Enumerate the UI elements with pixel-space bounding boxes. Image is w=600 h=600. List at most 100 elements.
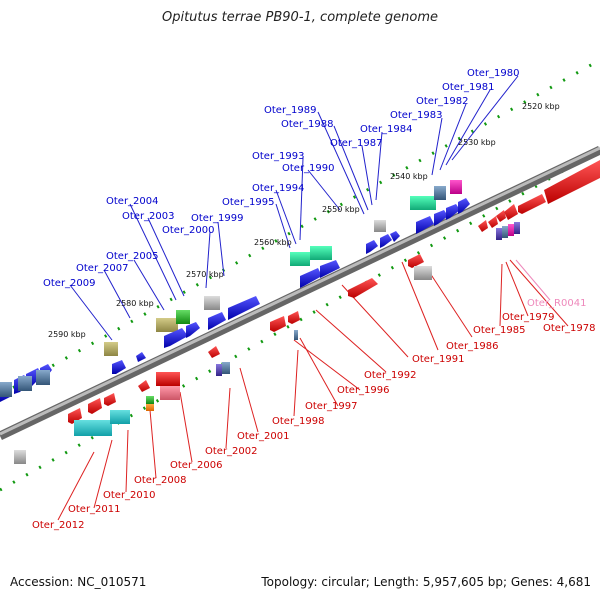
- gene-label: Oter_2009: [43, 278, 96, 289]
- rna-gene-label: Oter_R0041: [527, 298, 586, 309]
- gene-feature: [164, 328, 188, 348]
- gene-feature: [366, 240, 378, 254]
- gene-label: Oter_2008: [134, 475, 187, 486]
- gene-feature: [14, 450, 26, 464]
- gene-feature: [138, 380, 150, 392]
- scale-label: 2520 kbp: [522, 102, 560, 111]
- gene-label: Oter_1997: [305, 401, 358, 412]
- gene-label: Oter_2005: [106, 251, 159, 262]
- gene-feature: [434, 210, 448, 226]
- gene-feature: [478, 220, 488, 232]
- gene-feature: [88, 398, 102, 414]
- minus-strand-genes: [14, 160, 600, 464]
- gene-feature: [380, 234, 392, 248]
- gene-label: Oter_2011: [68, 504, 121, 515]
- gene-feature: [496, 228, 502, 240]
- gene-label: Oter_2007: [76, 263, 129, 274]
- scale-label: 2540 kbp: [390, 172, 428, 181]
- gene-label: Oter_2012: [32, 520, 85, 531]
- gene-feature: [204, 296, 220, 310]
- accession-text: Accession: NC_010571: [10, 575, 147, 589]
- rna-callout-line: [515, 259, 551, 301]
- gene-feature: [0, 382, 12, 397]
- gene-label: Oter_2006: [170, 460, 223, 471]
- gene-label: Oter_2003: [122, 211, 175, 222]
- gene-label: Oter_1984: [360, 124, 413, 135]
- scale-label: 2550 kbp: [322, 205, 360, 214]
- gene-feature: [504, 204, 518, 220]
- gene-feature: [104, 342, 118, 356]
- gene-feature: [18, 376, 32, 391]
- gene-feature: [160, 386, 180, 400]
- gene-label: Oter_1999: [191, 213, 244, 224]
- gene-label: Oter_2010: [103, 490, 156, 501]
- minus-gene-labels: Oter_1978 Oter_1979 Oter_1985 Oter_1986 …: [32, 312, 596, 531]
- gene-feature: [450, 180, 462, 194]
- minus-callout-lines: [57, 259, 569, 521]
- plus-callout-lines: [69, 75, 519, 341]
- gene-feature: [288, 311, 300, 324]
- gene-feature: [458, 198, 470, 214]
- gene-feature: [514, 222, 520, 234]
- scale-labels: 2520 kbp 2530 kbp 2540 kbp 2550 kbp 2560…: [48, 102, 560, 339]
- gene-feature: [416, 216, 434, 234]
- gene-feature: [146, 396, 154, 404]
- gene-label: Oter_1993: [252, 151, 305, 162]
- gene-feature: [270, 316, 286, 332]
- gene-feature: [208, 346, 220, 358]
- gene-label: Oter_1989: [264, 105, 317, 116]
- genome-backbone: [0, 145, 600, 441]
- gene-feature: [300, 268, 322, 288]
- gene-feature: [488, 216, 498, 228]
- gene-feature: [434, 186, 446, 200]
- gene-label: Oter_1987: [330, 138, 383, 149]
- gene-feature: [112, 360, 126, 374]
- gene-feature: [414, 266, 432, 280]
- scale-label: 2570 kbp: [186, 270, 224, 279]
- gene-label: Oter_1979: [502, 312, 555, 323]
- gene-feature: [156, 318, 178, 332]
- gene-feature: [310, 246, 332, 260]
- gene-feature: [290, 252, 310, 266]
- scale-label: 2580 kbp: [116, 299, 154, 308]
- scale-label: 2590 kbp: [48, 330, 86, 339]
- gene-feature: [374, 220, 386, 232]
- gene-feature: [502, 226, 508, 238]
- gene-feature: [348, 278, 378, 298]
- gene-label: Oter_1996: [337, 385, 390, 396]
- gene-label: Oter_1978: [543, 323, 596, 334]
- gene-label: Oter_1986: [446, 341, 499, 352]
- gene-feature: [408, 254, 424, 268]
- gene-feature: [146, 404, 154, 411]
- gene-feature: [156, 372, 180, 386]
- gene-label: Oter_2000: [162, 225, 215, 236]
- gene-label: Oter_1988: [281, 119, 334, 130]
- gene-feature: [186, 322, 200, 338]
- gene-feature: [410, 196, 436, 210]
- figure-title: Opitutus terrae PB90-1, complete genome: [161, 10, 439, 25]
- gene-label: Oter_1981: [442, 82, 495, 93]
- gene-feature: [110, 410, 130, 424]
- gene-feature: [294, 330, 298, 340]
- gene-label: Oter_1983: [390, 110, 443, 121]
- gene-label: Oter_2002: [205, 446, 258, 457]
- gene-label: Oter_1995: [222, 197, 275, 208]
- gene-label: Oter_2001: [237, 431, 290, 442]
- gene-feature: [222, 362, 230, 374]
- gene-feature: [544, 160, 600, 204]
- gene-feature: [74, 420, 112, 436]
- gene-label: Oter_1991: [412, 354, 465, 365]
- scale-label: 2530 kbp: [458, 138, 496, 147]
- gene-feature: [104, 393, 116, 406]
- plus-gene-labels: Oter_1980 Oter_1981 Oter_1982 Oter_1983 …: [43, 68, 520, 289]
- genome-summary-text: Topology: circular; Length: 5,957,605 bp…: [261, 575, 591, 589]
- gene-label: Oter_2004: [106, 196, 159, 207]
- gene-feature: [36, 370, 50, 385]
- gene-label: Oter_1998: [272, 416, 325, 427]
- gene-feature: [320, 260, 340, 278]
- gene-label: Oter_1994: [252, 183, 305, 194]
- gene-feature: [228, 296, 260, 320]
- gene-feature: [176, 310, 190, 324]
